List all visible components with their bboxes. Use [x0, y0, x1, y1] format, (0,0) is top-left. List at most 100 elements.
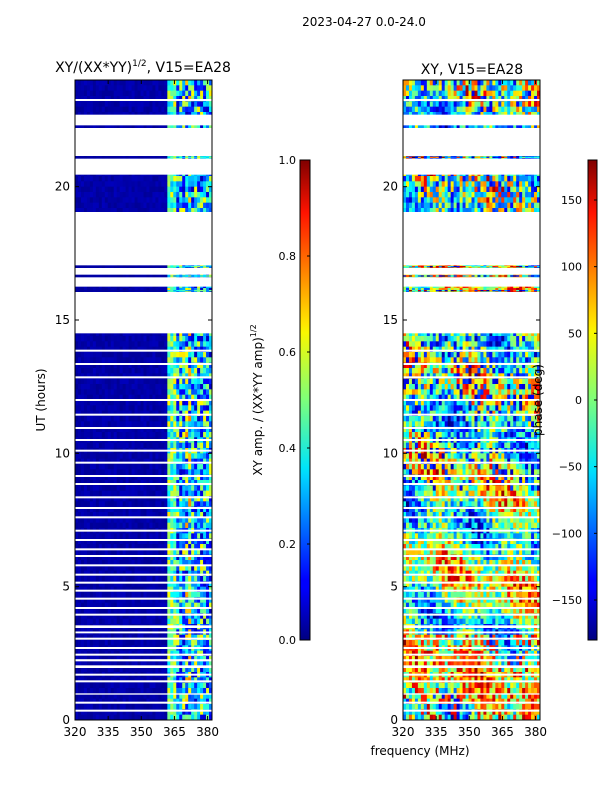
heatmap-cell — [134, 122, 138, 129]
heatmap-cell — [75, 506, 79, 513]
heatmap-cell — [83, 373, 88, 380]
heatmap-cell — [161, 490, 165, 497]
heatmap-cell — [95, 186, 100, 193]
heatmap-cell — [185, 469, 189, 476]
heatmap-cell — [179, 554, 183, 561]
heatmap-cell — [191, 640, 195, 646]
heatmap-cell — [131, 400, 135, 406]
heatmap-cell — [209, 330, 213, 337]
heatmap-cell — [98, 197, 103, 204]
heatmap-cell — [107, 405, 112, 412]
heatmap-cell — [116, 522, 121, 529]
heatmap-cell — [83, 640, 88, 646]
heatmap-cell — [176, 650, 180, 657]
heatmap-cell — [98, 565, 103, 572]
heatmap-cell — [140, 533, 144, 540]
heatmap-cell — [113, 373, 118, 380]
heatmap-cell — [134, 501, 138, 508]
heatmap-cell — [104, 208, 109, 214]
heatmap-cell — [143, 106, 147, 113]
heatmap-cell — [131, 192, 135, 198]
heatmap-cell — [125, 464, 130, 470]
heatmap-cell — [119, 538, 124, 545]
heatmap-cell — [158, 400, 162, 406]
heatmap-cell — [98, 490, 103, 497]
heatmap-cell — [98, 405, 103, 412]
heatmap-cell — [173, 650, 177, 657]
heatmap-cell — [113, 80, 118, 86]
heatmap-cell — [161, 533, 165, 540]
heatmap-cell — [167, 650, 171, 657]
heatmap-cell — [209, 496, 213, 502]
heatmap-cell — [161, 512, 165, 518]
heatmap-cell — [113, 352, 118, 358]
heatmap-cell — [89, 469, 94, 476]
heatmap-cell — [203, 442, 207, 449]
heatmap-cell — [107, 352, 112, 358]
heatmap-cell — [173, 85, 177, 92]
heatmap-cell — [164, 202, 168, 209]
heatmap-cell — [128, 469, 132, 476]
heatmap-cell — [80, 85, 85, 92]
heatmap-cell — [155, 186, 159, 193]
heatmap-cell — [89, 96, 94, 102]
heatmap-cell — [122, 208, 127, 214]
heatmap-cell — [152, 549, 156, 556]
heatmap-cell — [191, 362, 195, 369]
heatmap-cell — [110, 650, 115, 657]
heatmap-cell — [155, 501, 159, 508]
heatmap-cell — [119, 336, 124, 342]
heatmap-cell — [125, 341, 130, 348]
heatmap-cell — [95, 341, 100, 348]
heatmap-cell — [176, 106, 180, 113]
heatmap-cell — [143, 394, 147, 401]
heatmap-cell — [86, 357, 91, 364]
heatmap-cell — [119, 485, 124, 492]
heatmap-cell — [92, 106, 97, 113]
heatmap-cell — [203, 533, 207, 540]
heatmap-cell — [140, 389, 144, 396]
heatmap-cell — [131, 106, 135, 113]
heatmap-cell — [149, 485, 153, 492]
heatmap-cell — [86, 186, 91, 193]
heatmap-cell — [170, 517, 174, 524]
heatmap-cell — [176, 506, 180, 513]
heatmap-cell — [164, 352, 168, 358]
heatmap-cell — [113, 613, 118, 620]
heatmap-cell — [167, 410, 171, 417]
heatmap-cell — [161, 341, 165, 348]
heatmap-cell — [119, 357, 124, 364]
heatmap-cell — [128, 656, 132, 662]
heatmap-cell — [209, 400, 213, 406]
heatmap-cell — [80, 522, 85, 529]
heatmap-cell — [107, 122, 112, 129]
heatmap-cell — [167, 544, 171, 550]
heatmap-cell — [200, 192, 204, 198]
heatmap-cell — [107, 533, 112, 540]
heatmap-cell — [200, 458, 204, 465]
heatmap-cell — [89, 464, 94, 470]
panel-amplitude: XY/(XX*YY)1/2, V15=EA28 320 335 350 365 3800… — [34, 59, 231, 739]
heatmap-cell — [110, 192, 115, 198]
heatmap-cell — [113, 362, 118, 369]
heatmap-cell — [167, 549, 171, 556]
heatmap-cell — [158, 432, 162, 438]
heatmap-cell — [122, 496, 127, 502]
heatmap-cell — [167, 421, 171, 428]
heatmap-cell — [173, 490, 177, 497]
heatmap-cell — [164, 192, 168, 198]
heatmap-cell — [185, 485, 189, 492]
heatmap-cell — [209, 352, 213, 358]
heatmap-cell — [89, 192, 94, 198]
heatmap-cell — [170, 640, 174, 646]
heatmap-cell — [89, 197, 94, 204]
heatmap-cell — [80, 581, 85, 588]
heatmap-cell — [104, 533, 109, 540]
heatmap-cell — [140, 592, 144, 598]
heatmap-cell — [140, 581, 144, 588]
heatmap-cell — [92, 426, 97, 433]
heatmap-cell — [206, 544, 210, 550]
heatmap-cell — [194, 405, 198, 412]
heatmap-cell — [158, 330, 162, 337]
heatmap-cell — [155, 394, 159, 401]
